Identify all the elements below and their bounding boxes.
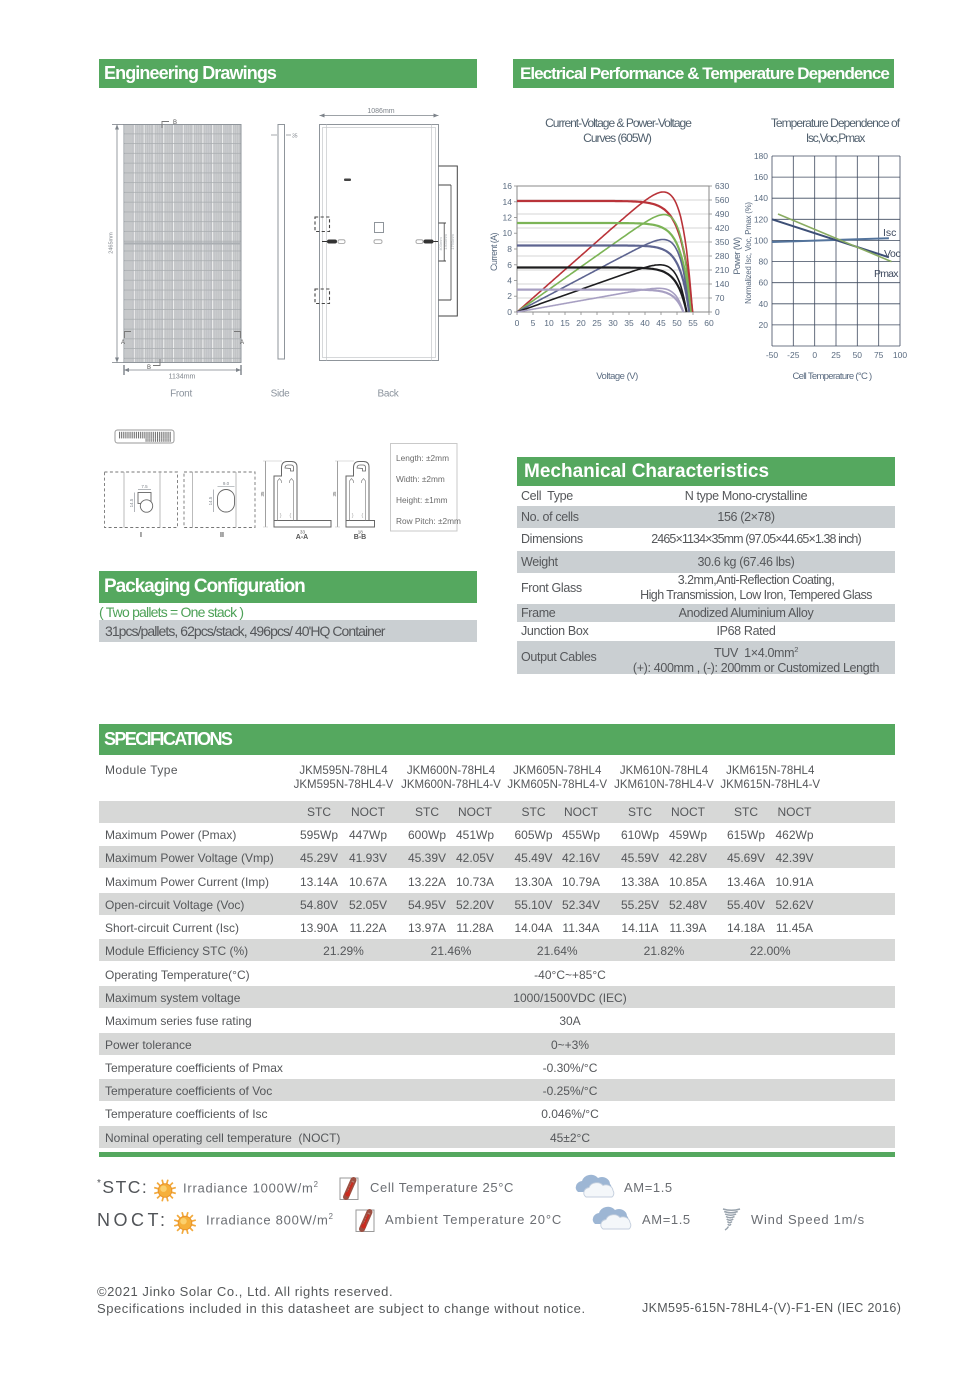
svg-text:140: 140	[715, 279, 729, 289]
svg-text:25: 25	[831, 350, 841, 360]
svg-text:180: 180	[754, 151, 768, 161]
svg-text:18: 18	[358, 530, 364, 535]
svg-text:I: I	[140, 532, 142, 539]
svg-text:4: 4	[507, 276, 512, 286]
svg-text:33: 33	[300, 530, 306, 535]
svg-text:-25: -25	[787, 350, 800, 360]
svg-text:560: 560	[715, 195, 729, 205]
svg-text:20: 20	[576, 318, 586, 328]
svg-text:10: 10	[544, 318, 554, 328]
svg-text:Cell Temperature (°C ): Cell Temperature (°C )	[792, 371, 872, 382]
svg-text:Length: ±2mm: Length: ±2mm	[396, 453, 449, 463]
svg-text:0: 0	[812, 350, 817, 360]
svg-text:210: 210	[715, 265, 729, 275]
svg-text:8: 8	[507, 244, 512, 254]
svg-text:B: B	[173, 120, 177, 126]
svg-text:280: 280	[715, 251, 729, 261]
svg-text:II: II	[220, 532, 224, 539]
svg-text:2: 2	[507, 291, 512, 301]
svg-text:0: 0	[515, 318, 520, 328]
svg-text:Temperature Dependence of: Temperature Dependence of	[771, 116, 901, 130]
svg-text:490: 490	[715, 209, 729, 219]
svg-text:55: 55	[688, 318, 698, 328]
svg-text:1086mm: 1086mm	[367, 108, 394, 115]
svg-text:400mm: 400mm	[438, 237, 443, 251]
svg-text:A: A	[121, 340, 125, 346]
svg-text:Height: ±1mm: Height: ±1mm	[396, 495, 448, 505]
svg-text:1400mm: 1400mm	[443, 234, 448, 250]
svg-text:35: 35	[260, 491, 265, 497]
svg-text:Curves (605W): Curves (605W)	[583, 131, 652, 145]
svg-text:Isc: Isc	[883, 227, 896, 239]
svg-text:6: 6	[507, 260, 512, 270]
svg-text:5: 5	[531, 318, 536, 328]
svg-text:A: A	[240, 340, 244, 346]
svg-text:9.0: 9.0	[223, 481, 230, 486]
svg-text:50: 50	[672, 318, 682, 328]
svg-text:40: 40	[759, 299, 769, 309]
svg-text:350: 350	[715, 237, 729, 247]
svg-text:160: 160	[754, 172, 768, 182]
svg-text:25: 25	[592, 318, 602, 328]
svg-text:Row Pitch: ±2mm: Row Pitch: ±2mm	[396, 516, 461, 526]
svg-text:A-A: A-A	[296, 534, 308, 541]
svg-text:Front: Front	[170, 389, 192, 400]
svg-text:Isc,Voc,Pmax: Isc,Voc,Pmax	[806, 131, 865, 145]
svg-text:B: B	[147, 365, 151, 371]
svg-text:420: 420	[715, 223, 729, 233]
svg-text:Current (A): Current (A)	[489, 232, 499, 271]
svg-text:1790mm: 1790mm	[450, 234, 455, 250]
svg-text:-50: -50	[766, 350, 779, 360]
svg-text:100: 100	[754, 235, 768, 245]
svg-text:2465mm: 2465mm	[109, 232, 115, 254]
svg-text:B-B: B-B	[354, 534, 366, 541]
svg-text:140: 140	[754, 193, 768, 203]
svg-text:Pmax: Pmax	[874, 268, 899, 280]
svg-text:Width: ±2mm: Width: ±2mm	[396, 474, 445, 484]
svg-text:100: 100	[893, 350, 907, 360]
svg-text:Back: Back	[377, 389, 399, 400]
svg-text:0: 0	[507, 307, 512, 317]
svg-text:Side: Side	[271, 389, 291, 400]
svg-text:630: 630	[715, 181, 729, 191]
svg-text:7.5: 7.5	[141, 484, 148, 489]
svg-text:16: 16	[503, 181, 513, 191]
svg-text:120: 120	[754, 214, 768, 224]
svg-text:80: 80	[759, 257, 769, 267]
svg-text:14.5: 14.5	[129, 498, 134, 507]
svg-text:1134mm: 1134mm	[169, 374, 196, 381]
svg-text:30: 30	[608, 318, 618, 328]
svg-text:35: 35	[292, 134, 298, 140]
svg-text:35: 35	[624, 318, 634, 328]
svg-text:15: 15	[560, 318, 570, 328]
svg-text:45: 45	[656, 318, 666, 328]
svg-text:35: 35	[332, 491, 337, 497]
svg-text:Voc: Voc	[884, 248, 900, 260]
svg-text:Current-Voltage & Power-Voltag: Current-Voltage & Power-Voltage	[545, 116, 692, 130]
svg-text:Power (W): Power (W)	[732, 237, 742, 275]
svg-text:50: 50	[853, 350, 863, 360]
svg-text:14: 14	[503, 197, 513, 207]
svg-text:60: 60	[759, 278, 769, 288]
svg-text:40: 40	[640, 318, 650, 328]
svg-text:14.5: 14.5	[208, 496, 213, 505]
svg-text:Normalized Isc, Voc, Pmax (%): Normalized Isc, Voc, Pmax (%)	[744, 202, 753, 304]
svg-text:70: 70	[715, 293, 725, 303]
svg-text:20: 20	[759, 320, 769, 330]
svg-text:0: 0	[715, 307, 720, 317]
svg-text:60: 60	[704, 318, 714, 328]
svg-text:Voltage (V): Voltage (V)	[596, 371, 638, 382]
svg-text:10: 10	[503, 228, 513, 238]
svg-text:75: 75	[874, 350, 884, 360]
svg-text:12: 12	[503, 213, 513, 223]
